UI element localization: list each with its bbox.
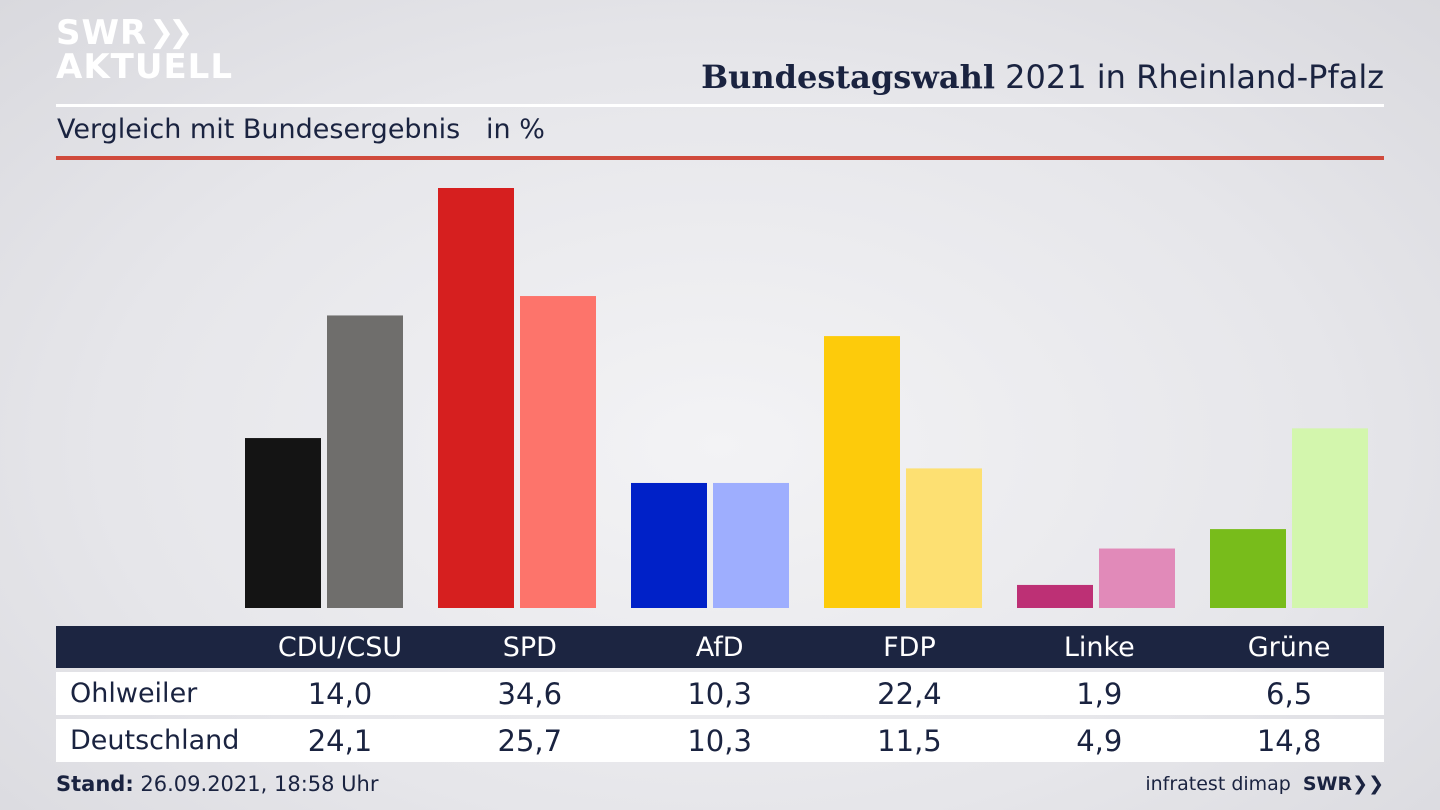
table-cell: 10,3 [687, 723, 752, 758]
bar-cducsu-deutschland [327, 315, 403, 608]
results-table: CDU/CSU SPD AfD FDP Linke Grüne Ohlweile… [56, 626, 1384, 762]
source-credit: infratest dimap SWR❯❯ [1145, 773, 1384, 795]
table-cell: 22,4 [877, 676, 942, 711]
table-row: Deutschland 24,1 25,7 10,3 11,5 4,9 14,8 [56, 719, 1384, 762]
bar-spd-deutschland [520, 296, 596, 608]
swr-footer-logo: SWR❯❯ [1302, 773, 1384, 795]
table-header-cell: AfD [695, 631, 744, 663]
table-cell: 4,9 [1076, 723, 1123, 758]
bar-grne-ohlweiler [1210, 529, 1286, 608]
stand-label: Stand: [56, 772, 134, 796]
table-cell: 14,8 [1256, 723, 1322, 758]
source-label: infratest dimap [1145, 773, 1291, 795]
stand-value: 26.09.2021, 18:58 Uhr [133, 772, 379, 796]
logo-chevrons-icon: ❯❯ [149, 15, 193, 50]
chart-title: Bundestagswahl 2021 in Rheinland-Pfalz [701, 58, 1384, 96]
title-bold: Bundestagswahl [701, 58, 995, 96]
table-cell: 1,9 [1076, 676, 1123, 711]
bar-cducsu-ohlweiler [245, 438, 321, 608]
table-header-cell: CDU/CSU [277, 631, 403, 663]
table-row: Ohlweiler 14,0 34,6 10,3 22,4 1,9 6,5 [56, 672, 1384, 715]
bar-afd-deutschland [713, 482, 789, 608]
table-header-row: CDU/CSU SPD AfD FDP Linke Grüne [56, 626, 1384, 668]
accent-rule [56, 156, 1384, 160]
table-cell: 24,1 [307, 723, 373, 758]
bar-linke-deutschland [1099, 548, 1175, 608]
bar-afd-ohlweiler [631, 482, 707, 608]
table-cell: 11,5 [877, 723, 942, 758]
bar-fdp-deutschland [906, 468, 982, 608]
row-label: Deutschland [70, 725, 240, 756]
bar-chart [245, 188, 1368, 608]
table-header-cell: Linke [1063, 631, 1135, 663]
chart-subtitle: Vergleich mit Bundesergebnis in % [57, 114, 545, 145]
timestamp: Stand: 26.09.2021, 18:58 Uhr [56, 772, 379, 796]
swr-aktuell-logo: SWR ❯❯ AKTUELL [56, 13, 234, 87]
bar-grne-deutschland [1292, 428, 1368, 608]
title-rest: 2021 in Rheinland-Pfalz [995, 58, 1384, 96]
table-header-cell: FDP [883, 631, 936, 663]
logo-line1: SWR [56, 13, 148, 53]
table-cell: 10,3 [687, 676, 752, 711]
bar-fdp-ohlweiler [824, 336, 900, 608]
table-header-cell: Grüne [1247, 631, 1331, 663]
footer-chevrons-icon: ❯❯ [1352, 773, 1384, 795]
table-cell: 34,6 [497, 676, 563, 711]
logo-line2: AKTUELL [56, 47, 234, 87]
table-cell: 6,5 [1266, 676, 1313, 711]
table-cell: 25,7 [497, 723, 563, 758]
bar-linke-ohlweiler [1017, 584, 1093, 608]
header-divider [56, 104, 1384, 107]
row-label: Ohlweiler [70, 678, 198, 709]
bar-spd-ohlweiler [438, 188, 514, 608]
table-cell: 14,0 [307, 676, 373, 711]
table-header-cell: SPD [502, 631, 557, 663]
